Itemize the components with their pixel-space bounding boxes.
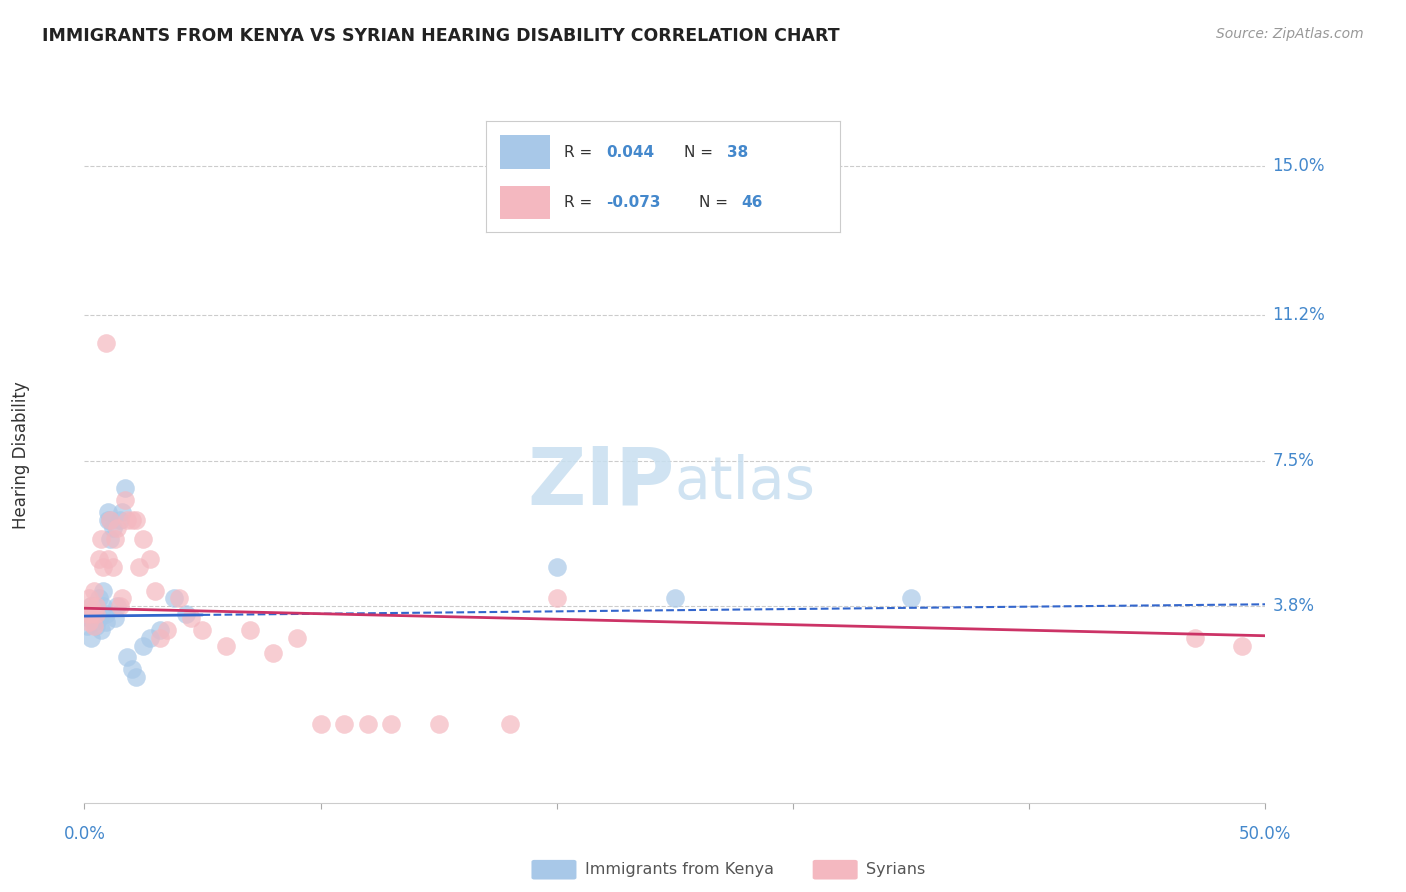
Text: 3.8%: 3.8% bbox=[1272, 598, 1315, 615]
Point bbox=[427, 717, 450, 731]
Point bbox=[1230, 639, 1253, 653]
Point bbox=[546, 591, 568, 606]
Text: atlas: atlas bbox=[675, 454, 815, 511]
Point bbox=[84, 619, 107, 633]
Point bbox=[91, 560, 114, 574]
Point bbox=[94, 607, 117, 621]
Point bbox=[90, 533, 112, 547]
Point bbox=[77, 615, 100, 629]
Point bbox=[77, 611, 100, 625]
Point bbox=[87, 591, 110, 606]
Point bbox=[77, 591, 100, 606]
Text: IMMIGRANTS FROM KENYA VS SYRIAN HEARING DISABILITY CORRELATION CHART: IMMIGRANTS FROM KENYA VS SYRIAN HEARING … bbox=[42, 27, 839, 45]
Text: Source: ZipAtlas.com: Source: ZipAtlas.com bbox=[1216, 27, 1364, 41]
Point bbox=[108, 513, 131, 527]
Point bbox=[239, 623, 262, 637]
Text: Syrians: Syrians bbox=[866, 863, 925, 877]
Point bbox=[333, 717, 356, 731]
Point bbox=[167, 591, 190, 606]
Point bbox=[98, 513, 121, 527]
Point bbox=[309, 717, 332, 731]
Point bbox=[91, 599, 114, 614]
Text: 0.0%: 0.0% bbox=[63, 825, 105, 843]
Point bbox=[180, 611, 202, 625]
Point bbox=[87, 552, 110, 566]
Point bbox=[149, 631, 172, 645]
Point bbox=[104, 533, 127, 547]
Text: 11.2%: 11.2% bbox=[1272, 306, 1326, 325]
Point bbox=[262, 647, 284, 661]
Text: 50.0%: 50.0% bbox=[1239, 825, 1292, 843]
Point bbox=[215, 639, 238, 653]
Point bbox=[139, 631, 162, 645]
Text: 7.5%: 7.5% bbox=[1272, 452, 1315, 470]
Point bbox=[94, 335, 117, 350]
Point bbox=[108, 599, 131, 614]
Point bbox=[97, 552, 120, 566]
Point bbox=[900, 591, 922, 606]
Point bbox=[90, 623, 112, 637]
Point bbox=[139, 552, 162, 566]
Point bbox=[97, 513, 120, 527]
Point bbox=[115, 513, 138, 527]
Point bbox=[285, 631, 308, 645]
Point bbox=[94, 615, 117, 629]
Point bbox=[163, 591, 186, 606]
Point bbox=[104, 611, 127, 625]
Point bbox=[149, 623, 172, 637]
Point bbox=[114, 481, 136, 495]
Point bbox=[1184, 631, 1206, 645]
Point bbox=[156, 623, 179, 637]
Point bbox=[98, 533, 121, 547]
Point bbox=[174, 607, 197, 621]
Point bbox=[90, 607, 112, 621]
Point bbox=[97, 505, 120, 519]
Point bbox=[114, 493, 136, 508]
Text: Hearing Disability: Hearing Disability bbox=[13, 381, 30, 529]
Point bbox=[80, 599, 103, 614]
Point bbox=[80, 631, 103, 645]
Point bbox=[76, 619, 98, 633]
Point bbox=[125, 670, 148, 684]
Point bbox=[107, 599, 129, 614]
Point bbox=[191, 623, 214, 637]
Point bbox=[115, 650, 138, 665]
Point bbox=[143, 583, 166, 598]
Point bbox=[91, 583, 114, 598]
Point bbox=[132, 639, 155, 653]
Point bbox=[132, 533, 155, 547]
Point bbox=[121, 662, 143, 676]
Point bbox=[380, 717, 402, 731]
Point bbox=[111, 591, 134, 606]
Point bbox=[107, 521, 129, 535]
Point bbox=[84, 607, 107, 621]
Point bbox=[87, 611, 110, 625]
Point bbox=[125, 513, 148, 527]
Text: 15.0%: 15.0% bbox=[1272, 157, 1324, 175]
Text: ZIP: ZIP bbox=[527, 443, 675, 522]
Point bbox=[357, 717, 380, 731]
Point bbox=[84, 599, 107, 614]
Point bbox=[84, 599, 107, 614]
Point bbox=[121, 513, 143, 527]
Point bbox=[101, 521, 124, 535]
Point bbox=[76, 607, 98, 621]
Point bbox=[111, 505, 134, 519]
Point bbox=[546, 560, 568, 574]
Point bbox=[664, 591, 686, 606]
Point bbox=[77, 607, 100, 621]
Point bbox=[101, 560, 124, 574]
Point bbox=[83, 607, 105, 621]
Point bbox=[83, 615, 105, 629]
Point bbox=[83, 583, 105, 598]
Point bbox=[498, 717, 520, 731]
Point bbox=[80, 607, 103, 621]
Point bbox=[80, 599, 103, 614]
Point bbox=[98, 513, 121, 527]
Text: Immigrants from Kenya: Immigrants from Kenya bbox=[585, 863, 773, 877]
Point bbox=[83, 619, 105, 633]
Point bbox=[128, 560, 150, 574]
